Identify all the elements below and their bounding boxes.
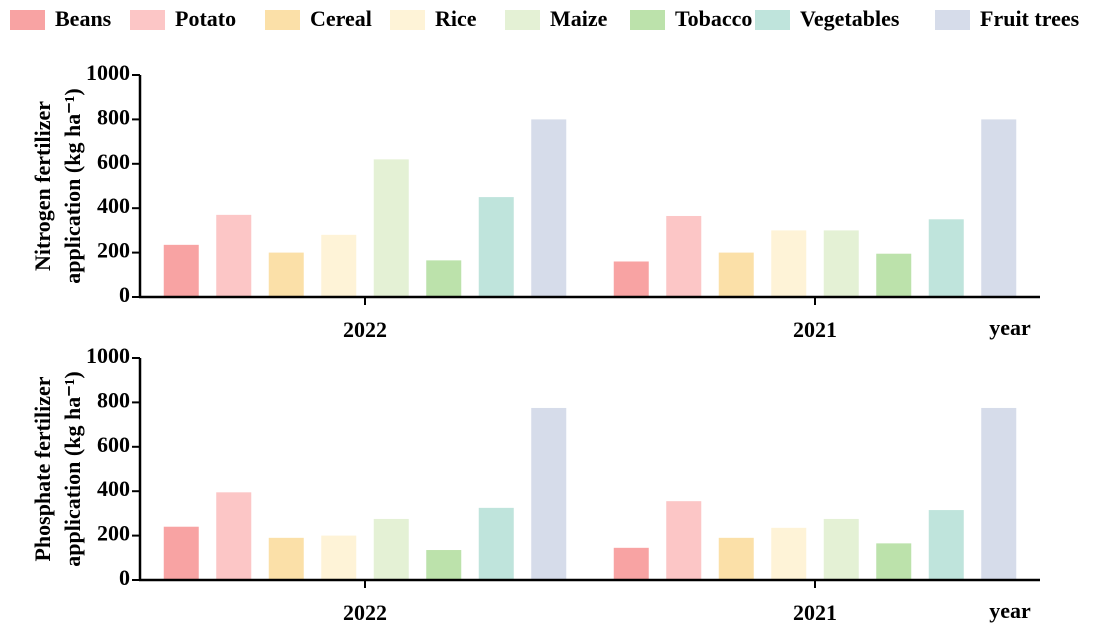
bar xyxy=(771,527,807,580)
legend-label: Maize xyxy=(550,6,608,31)
x-tick-label: 2021 xyxy=(793,600,837,625)
bar xyxy=(823,518,859,580)
y-axis-label: application (kg ha⁻¹) xyxy=(60,88,85,283)
y-tick-label: 0 xyxy=(119,565,130,590)
y-tick-label: 1000 xyxy=(86,60,130,85)
bar xyxy=(613,261,649,297)
y-tick-label: 800 xyxy=(97,387,130,412)
legend-label: Rice xyxy=(435,6,477,31)
bar xyxy=(216,214,252,297)
y-tick-label: 200 xyxy=(97,521,130,546)
bar xyxy=(876,543,912,580)
legend-swatch xyxy=(755,10,790,30)
y-tick-label: 600 xyxy=(97,432,130,457)
bar xyxy=(478,197,514,297)
bar xyxy=(981,119,1017,298)
legend-label: Fruit trees xyxy=(980,6,1080,31)
bar xyxy=(321,535,357,580)
bar xyxy=(928,219,964,297)
bar xyxy=(426,260,462,297)
bar xyxy=(771,230,807,297)
legend-swatch xyxy=(10,10,45,30)
bar xyxy=(373,159,409,297)
y-axis-label: Nitrogen fertilizer xyxy=(30,101,55,271)
y-tick-label: 400 xyxy=(97,193,130,218)
y-tick-label: 800 xyxy=(97,104,130,129)
legend-label: Tobacco xyxy=(675,6,752,31)
y-tick-label: 1000 xyxy=(86,343,130,368)
bar xyxy=(426,550,462,580)
legend-swatch xyxy=(130,10,165,30)
y-axis-label: application (kg ha⁻¹) xyxy=(60,371,85,566)
bar xyxy=(531,407,567,580)
legend-label: Potato xyxy=(175,6,236,31)
bar xyxy=(268,252,304,297)
bar xyxy=(666,501,702,580)
bar xyxy=(268,537,304,580)
x-axis-label: year xyxy=(989,598,1031,623)
bar xyxy=(981,407,1017,580)
y-tick-label: 200 xyxy=(97,238,130,263)
x-tick-label: 2022 xyxy=(343,600,387,625)
y-tick-label: 400 xyxy=(97,476,130,501)
legend-swatch xyxy=(265,10,300,30)
x-axis-label: year xyxy=(989,315,1031,340)
legend-swatch xyxy=(935,10,970,30)
legend-label: Cereal xyxy=(310,6,372,31)
legend-swatch xyxy=(630,10,665,30)
x-tick-label: 2021 xyxy=(793,317,837,342)
bar xyxy=(666,215,702,297)
bar xyxy=(718,537,754,580)
y-tick-label: 0 xyxy=(119,282,130,307)
bar xyxy=(928,510,964,580)
legend-swatch xyxy=(505,10,540,30)
y-axis-label: Phosphate fertilizer xyxy=(30,376,55,561)
bar xyxy=(823,230,859,297)
bar xyxy=(373,518,409,580)
legend-swatch xyxy=(390,10,425,30)
legend-label: Vegetables xyxy=(800,6,900,31)
bar xyxy=(478,507,514,580)
bar xyxy=(216,492,252,580)
bar xyxy=(718,252,754,297)
bar xyxy=(531,119,567,298)
bar xyxy=(613,547,649,580)
y-tick-label: 600 xyxy=(97,149,130,174)
x-tick-label: 2022 xyxy=(343,317,387,342)
bar xyxy=(163,244,199,297)
bar xyxy=(321,234,357,297)
legend-label: Beans xyxy=(55,6,112,31)
bar xyxy=(163,526,199,580)
bar xyxy=(876,253,912,297)
